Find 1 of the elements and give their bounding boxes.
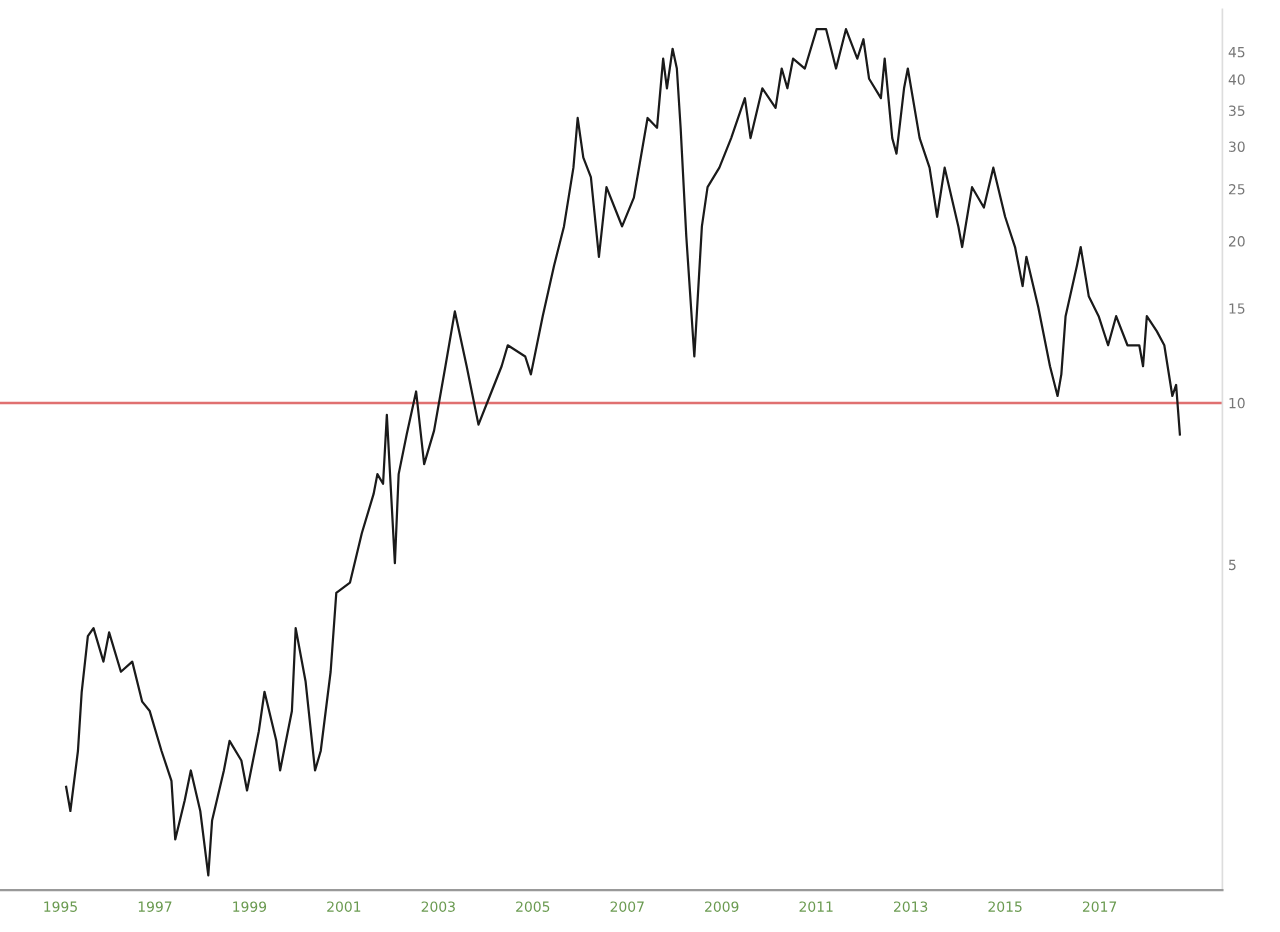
line-series (65, 28, 1181, 877)
